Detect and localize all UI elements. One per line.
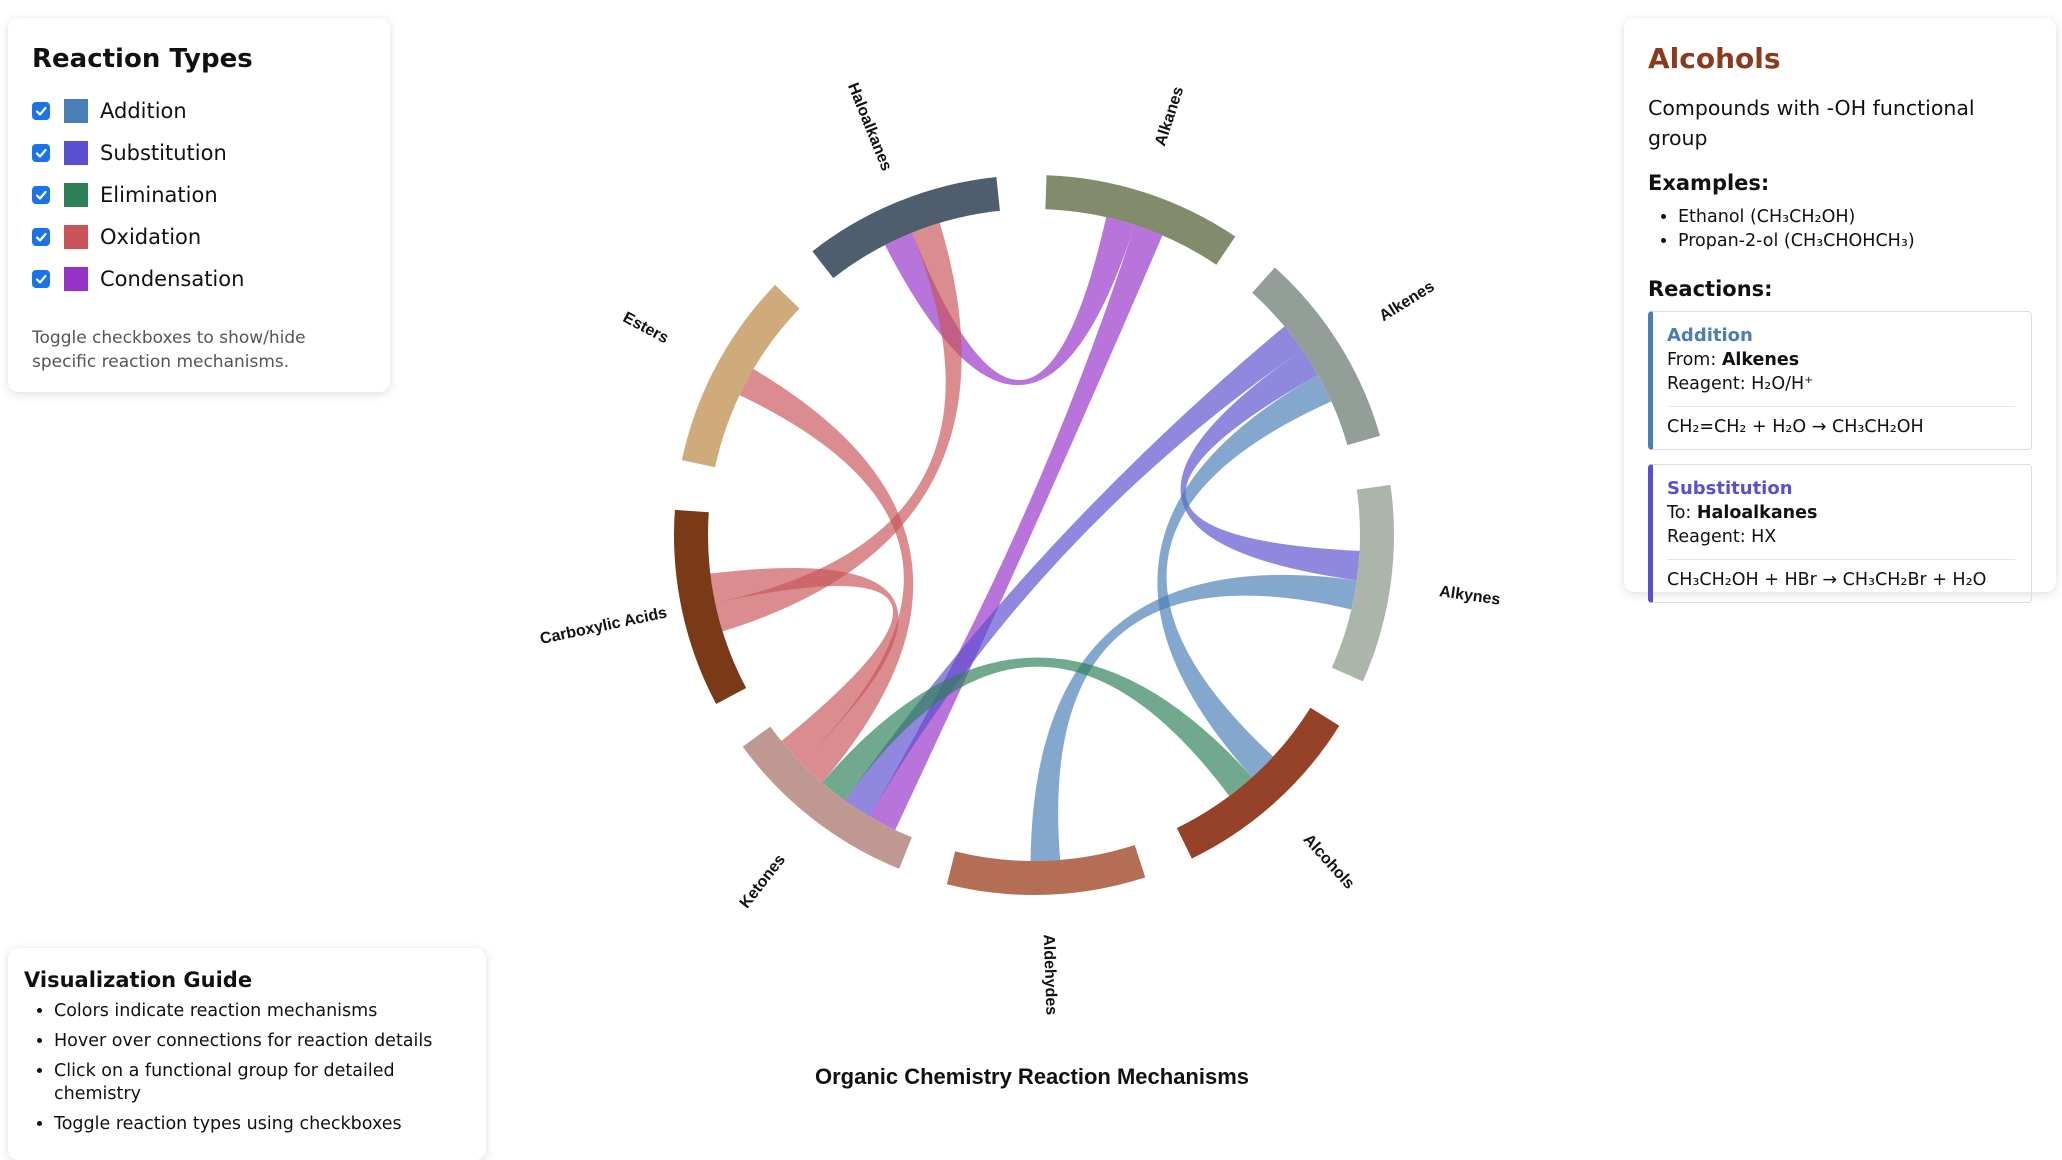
- reaction-type: Substitution: [1667, 478, 1793, 499]
- ribbon-oxidation[interactable]: [715, 222, 962, 632]
- legend-label: Substitution: [100, 141, 227, 165]
- check-icon: [35, 190, 47, 200]
- check-icon: [35, 274, 47, 284]
- reaction-type: Addition: [1667, 325, 1753, 346]
- reaction-direction: To: Haloalkanes: [1667, 501, 2015, 525]
- reaction-reagent: Reagent: HX: [1667, 527, 1777, 547]
- group-label[interactable]: Haloalkanes: [844, 80, 895, 173]
- group-label[interactable]: Carboxylic Acids: [539, 604, 669, 648]
- group-arcs: [674, 175, 1394, 895]
- legend-item-oxidation[interactable]: Oxidation: [32, 216, 366, 258]
- details-title: Alcohols: [1648, 42, 1781, 75]
- ribbon-substitution[interactable]: [844, 326, 1303, 817]
- ribbon-oxidation[interactable]: [710, 568, 899, 763]
- direction-group: Alkenes: [1721, 350, 1800, 370]
- legend-label: Oxidation: [100, 225, 202, 249]
- group-arc-ketones[interactable]: [742, 726, 912, 869]
- ribbon-condensation[interactable]: [884, 217, 1135, 386]
- details-panel: Alcohols Compounds with -OH functional g…: [1624, 18, 2056, 603]
- group-arc-aldehydes[interactable]: [946, 845, 1146, 895]
- legend-list: Addition Substitution Elimination Oxidation…: [32, 90, 366, 300]
- checkbox-addition[interactable]: [32, 102, 50, 120]
- direction-group: Haloalkanes: [1696, 503, 1818, 523]
- example-item: Ethanol (CH₃CH₂OH): [1678, 205, 2032, 229]
- direction-label: From:: [1667, 350, 1722, 370]
- check-icon: [35, 148, 47, 158]
- guide-item: Toggle reaction types using checkboxes: [54, 1113, 470, 1136]
- legend-label: Elimination: [100, 183, 218, 207]
- checkbox-substitution[interactable]: [32, 144, 50, 162]
- group-arc-esters[interactable]: [681, 284, 800, 468]
- guide-list: Colors indicate reaction mechanisms Hove…: [24, 1000, 470, 1136]
- ribbon-oxidation[interactable]: [739, 369, 914, 783]
- group-label[interactable]: Esters: [620, 309, 671, 347]
- guide-item: Click on a functional group for detailed…: [54, 1060, 470, 1106]
- legend-swatch: [64, 141, 88, 165]
- visualization-guide: Visualization Guide Colors indicate reac…: [8, 948, 486, 1160]
- group-arc-haloalkanes[interactable]: [812, 176, 1000, 279]
- ribbons: [710, 217, 1360, 861]
- ribbon-condensation[interactable]: [869, 224, 1163, 830]
- group-arc-alkynes[interactable]: [1331, 484, 1394, 682]
- checkbox-condensation[interactable]: [32, 270, 50, 288]
- group-arc-alkenes[interactable]: [1252, 267, 1381, 446]
- example-item: Propan-2-ol (CH₃CHOHCH₃): [1678, 229, 2032, 253]
- ribbon-addition[interactable]: [1157, 374, 1332, 778]
- group-label[interactable]: Aldehydes: [1040, 934, 1060, 1016]
- examples-heading: Examples:: [1648, 171, 1770, 195]
- reaction-equation: CH₂=CH₂ + H₂O → CH₃CH₂OH: [1667, 406, 2015, 439]
- group-label[interactable]: Alkanes: [1152, 85, 1187, 149]
- reaction-card-addition: Addition From: Alkenes Reagent: H₂O/H⁺ CH₂=…: [1648, 311, 2032, 450]
- checkbox-elimination[interactable]: [32, 186, 50, 204]
- examples-list: Ethanol (CH₃CH₂OH) Propan-2-ol (CH₃CHOHC…: [1648, 205, 2032, 253]
- legend-item-condensation[interactable]: Condensation: [32, 258, 366, 300]
- reaction-equation: CH₃CH₂OH + HBr → CH₃CH₂Br + H₂O: [1667, 559, 2015, 592]
- legend-item-elimination[interactable]: Elimination: [32, 174, 366, 216]
- legend-panel: Reaction Types Addition Substitution Elimi…: [8, 18, 390, 392]
- group-label[interactable]: Alkynes: [1438, 583, 1501, 608]
- check-icon: [35, 232, 47, 242]
- group-arc-carboxylic-acids[interactable]: [674, 509, 747, 705]
- legend-title: Reaction Types: [32, 44, 253, 74]
- legend-item-substitution[interactable]: Substitution: [32, 132, 366, 174]
- ribbon-elimination[interactable]: [822, 657, 1253, 801]
- details-description: Compounds with -OH functional group: [1648, 96, 1975, 150]
- guide-title: Visualization Guide: [24, 968, 253, 992]
- ribbon-addition[interactable]: [1030, 574, 1357, 861]
- group-label[interactable]: Ketones: [737, 851, 789, 911]
- reaction-reagent: Reagent: H₂O/H⁺: [1667, 374, 1814, 394]
- legend-swatch: [64, 99, 88, 123]
- group-label[interactable]: Alcohols: [1300, 831, 1358, 893]
- direction-label: To:: [1667, 503, 1697, 523]
- legend-swatch: [64, 267, 88, 291]
- reaction-card-substitution: Substitution To: Haloalkanes Reagent: HX CH…: [1648, 464, 2032, 603]
- legend-label: Condensation: [100, 267, 245, 291]
- legend-item-addition[interactable]: Addition: [32, 90, 366, 132]
- legend-swatch: [64, 225, 88, 249]
- guide-item: Colors indicate reaction mechanisms: [54, 1000, 470, 1023]
- guide-item: Hover over connections for reaction deta…: [54, 1030, 470, 1053]
- legend-swatch: [64, 183, 88, 207]
- checkbox-oxidation[interactable]: [32, 228, 50, 246]
- legend-label: Addition: [100, 99, 187, 123]
- check-icon: [35, 106, 47, 116]
- ribbon-substitution[interactable]: [1180, 349, 1360, 581]
- diagram-title: Organic Chemistry Reaction Mechanisms: [814, 1064, 1250, 1089]
- reactions-heading: Reactions:: [1648, 277, 1773, 301]
- reaction-direction: From: Alkenes: [1667, 348, 2015, 372]
- legend-hint: Toggle checkboxes to show/hide specific …: [32, 328, 306, 372]
- reactions-list: Addition From: Alkenes Reagent: H₂O/H⁺ CH₂=…: [1648, 311, 2032, 603]
- group-label[interactable]: Alkenes: [1376, 278, 1437, 325]
- group-arc-alkanes[interactable]: [1045, 175, 1236, 265]
- group-arc-alcohols[interactable]: [1176, 707, 1340, 859]
